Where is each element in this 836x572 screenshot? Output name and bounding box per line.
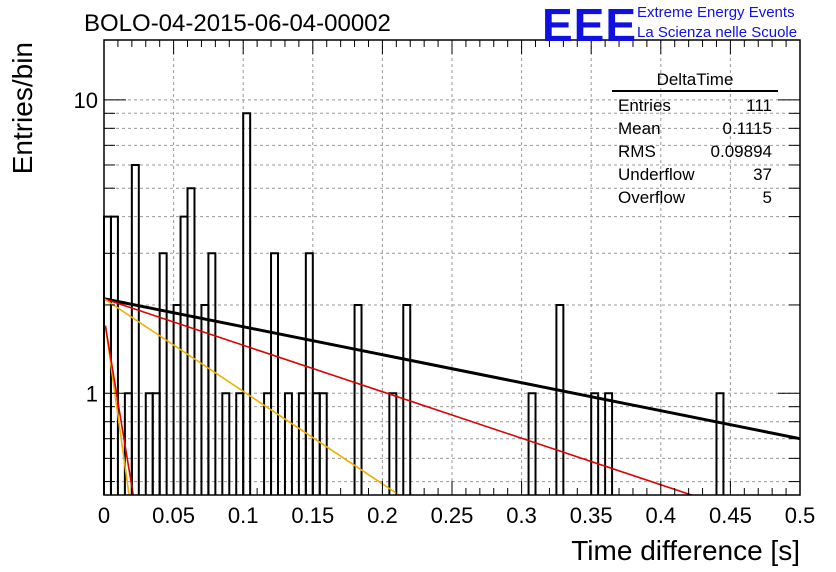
stat-value: 0.1115 (722, 119, 772, 138)
fit-curve (103, 298, 400, 496)
stat-label: RMS (618, 142, 656, 161)
fit-curve (104, 325, 135, 496)
histogram-bar (130, 163, 140, 495)
x-tick-label: 0.05 (152, 503, 195, 528)
y-axis-label: Entries/bin (7, 42, 38, 174)
y-axis-ticks: 1 10 (74, 88, 800, 483)
fit-curve (103, 297, 801, 441)
x-tick-label: 0.3 (506, 503, 537, 528)
histogram-bar (297, 392, 307, 495)
histogram-bar (283, 392, 293, 495)
logo-subtitle-line2: La Scienza nelle Scuole (637, 24, 798, 41)
histogram-bar (590, 392, 600, 495)
histogram-bar (527, 392, 537, 495)
stat-label: Underflow (618, 165, 695, 184)
histogram-bar (151, 392, 161, 495)
histogram-bar (318, 392, 328, 495)
stats-row-overflow: Overflow 5 (612, 186, 778, 209)
stat-label: Mean (618, 119, 661, 138)
histogram-bar (715, 392, 725, 495)
x-tick-label: 0.25 (431, 503, 474, 528)
y-tick-label: 10 (74, 88, 98, 113)
histogram-bar (179, 215, 189, 495)
x-tick-label: 0.45 (709, 503, 752, 528)
stat-label: Overflow (618, 188, 686, 207)
stat-value: 111 (746, 96, 772, 115)
histogram-bar (144, 392, 154, 495)
y-tick-label: 1 (86, 381, 98, 406)
stat-value: 0.09894 (710, 142, 772, 161)
x-tick-label: 0.15 (291, 503, 334, 528)
stats-box: DeltaTime Entries 111 Mean 0.1115 RMS 0.… (612, 70, 778, 209)
stat-label: Entries (618, 96, 671, 115)
histogram-bar (311, 392, 321, 495)
histogram-bar (235, 392, 245, 495)
histogram-bar (172, 303, 182, 495)
stats-row-entries: Entries 111 (612, 94, 778, 117)
histogram-bar (186, 187, 196, 495)
histogram-bar (270, 252, 279, 495)
histogram-bar (388, 392, 398, 495)
histogram-bar (402, 303, 412, 495)
stat-value: 37 (753, 165, 772, 184)
x-tick-label: 0.5 (785, 503, 816, 528)
x-tick-label: 0.4 (646, 503, 677, 528)
x-axis-ticks: 0 0.05 0.1 0.15 0.2 0.25 0.3 0.35 0.4 0.45 0.5 (98, 40, 815, 528)
fit-curve (103, 297, 692, 496)
x-tick-label: 0.35 (570, 503, 613, 528)
histogram-bar (207, 252, 217, 495)
histogram-bar (109, 215, 119, 495)
histogram-bar (304, 252, 314, 495)
histogram-bar (221, 392, 231, 495)
stats-row-mean: Mean 0.1115 (612, 117, 778, 140)
histogram-bar (158, 252, 168, 495)
histogram-bar (555, 303, 565, 495)
stats-row-underflow: Underflow 37 (612, 163, 778, 186)
x-tick-label: 0.1 (228, 503, 259, 528)
histogram-bar (242, 112, 252, 495)
stat-value: 5 (762, 188, 772, 207)
logo-subtitle-line1: Extreme Energy Events (637, 4, 795, 21)
histogram-bar (604, 392, 614, 495)
stats-title: DeltaTime (612, 70, 778, 92)
x-tick-label: 0.2 (367, 503, 398, 528)
stats-row-rms: RMS 0.09894 (612, 140, 778, 163)
x-tick-label: 0 (98, 503, 110, 528)
x-axis-label: Time difference [s] (571, 535, 800, 566)
fit-curves (103, 297, 801, 496)
plot-title: BOLO-04-2015-06-04-00002 (84, 10, 391, 37)
histogram-bar (353, 303, 363, 495)
eee-logo-mark: EEE (542, 0, 638, 51)
